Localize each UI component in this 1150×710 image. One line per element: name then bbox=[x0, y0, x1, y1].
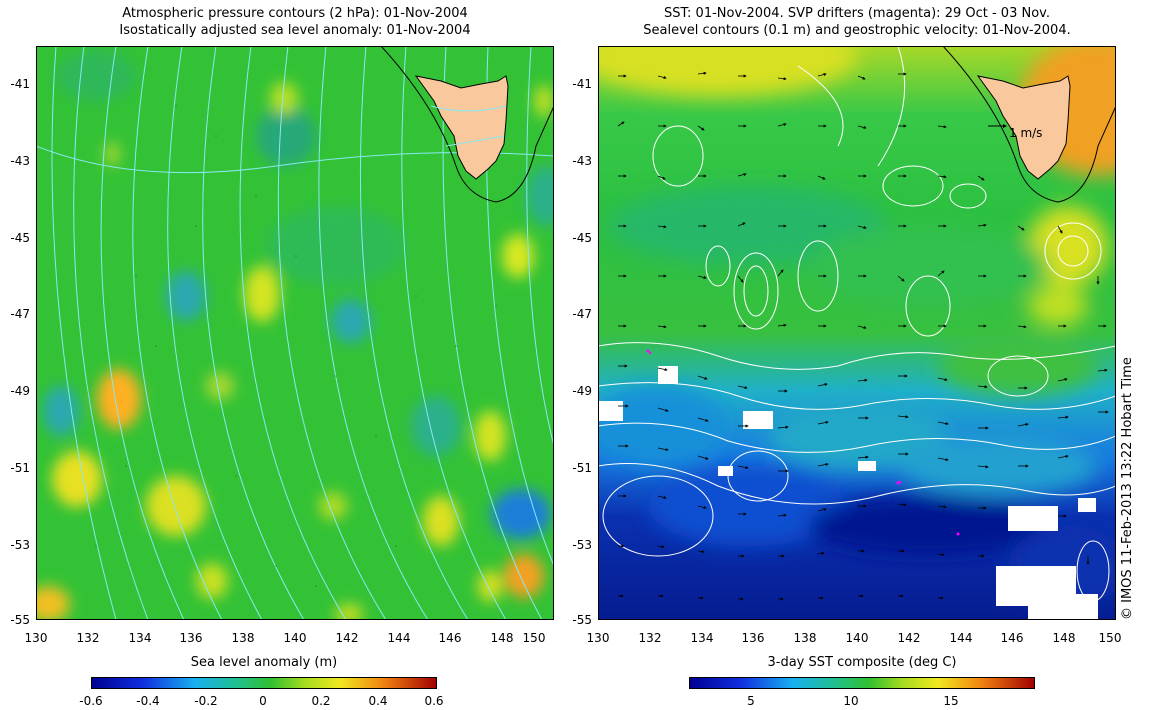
left-colorbar-tick: -0.2 bbox=[194, 694, 218, 708]
right-x-tick: 136 bbox=[741, 631, 765, 645]
right-y-tick: -45 bbox=[572, 231, 592, 245]
left-colorbar-tick: 0 bbox=[259, 694, 267, 708]
right-title-line-2: Sealevel contours (0.1 m) and geostrophi… bbox=[643, 23, 1071, 38]
left-y-tick: -55 bbox=[10, 613, 30, 627]
left-colorbar-tick: 0.2 bbox=[311, 694, 331, 708]
right-title-line-1: SST: 01-Nov-2004. SVP drifters (magenta)… bbox=[664, 6, 1050, 21]
left-y-tick: -49 bbox=[10, 384, 30, 398]
right-y-tick: -55 bbox=[572, 613, 592, 627]
right-x-tick: 146 bbox=[1000, 631, 1024, 645]
left-title-line-2: Isostatically adjusted sea level anomaly… bbox=[119, 23, 471, 38]
right-y-tick: -43 bbox=[572, 154, 592, 168]
sst-colorbar bbox=[689, 677, 1035, 689]
velocity-scale-label: 1 m/s bbox=[1009, 126, 1043, 140]
right-x-tick: 142 bbox=[897, 631, 921, 645]
right-colorbar-tick: 10 bbox=[843, 694, 859, 708]
right-colorbar-title: 3-day SST composite (deg C) bbox=[767, 655, 957, 670]
left-x-tick: 146 bbox=[438, 631, 462, 645]
right-x-tick: 150 bbox=[1098, 631, 1122, 645]
left-y-tick: -51 bbox=[10, 461, 30, 475]
left-colorbar-tick: -0.4 bbox=[136, 694, 160, 708]
left-y-tick: -47 bbox=[10, 307, 30, 321]
right-x-tick: 130 bbox=[586, 631, 610, 645]
right-y-tick: -49 bbox=[572, 384, 592, 398]
left-colorbar-tick: 0.6 bbox=[424, 694, 444, 708]
left-x-tick: 144 bbox=[387, 631, 411, 645]
left-y-tick: -41 bbox=[10, 77, 30, 91]
right-colorbar-tick: 15 bbox=[943, 694, 959, 708]
right-x-tick: 144 bbox=[949, 631, 973, 645]
left-y-tick: -53 bbox=[10, 538, 30, 552]
right-title: SST: 01-Nov-2004. SVP drifters (magenta)… bbox=[598, 5, 1116, 39]
left-y-tick: -45 bbox=[10, 231, 30, 245]
right-x-tick: 140 bbox=[845, 631, 869, 645]
sea-level-colorbar bbox=[91, 677, 437, 689]
left-x-tick: 132 bbox=[76, 631, 100, 645]
sst-map bbox=[598, 46, 1116, 620]
tasmania-land bbox=[414, 75, 509, 180]
right-x-tick: 132 bbox=[638, 631, 662, 645]
right-x-tick: 138 bbox=[793, 631, 817, 645]
left-x-tick: 140 bbox=[283, 631, 307, 645]
left-x-tick: 148 bbox=[490, 631, 514, 645]
left-colorbar-tick: 0.4 bbox=[368, 694, 388, 708]
left-x-tick: 150 bbox=[522, 631, 546, 645]
geostrophic-velocity-arrows bbox=[617, 71, 1109, 601]
right-x-tick: 134 bbox=[690, 631, 714, 645]
left-y-tick: -43 bbox=[10, 154, 30, 168]
left-x-tick: 130 bbox=[24, 631, 48, 645]
right-y-tick: -41 bbox=[572, 77, 592, 91]
right-y-tick: -53 bbox=[572, 538, 592, 552]
left-x-tick: 136 bbox=[179, 631, 203, 645]
left-colorbar-tick: -0.6 bbox=[79, 694, 103, 708]
left-title-line-1: Atmospheric pressure contours (2 hPa): 0… bbox=[122, 6, 468, 21]
tasmania-land bbox=[976, 75, 1071, 180]
imos-credit: © IMOS 11-Feb-2013 13:22 Hobart Time bbox=[1120, 357, 1135, 620]
right-colorbar-tick: 5 bbox=[747, 694, 755, 708]
left-x-tick: 138 bbox=[231, 631, 255, 645]
right-x-tick: 148 bbox=[1052, 631, 1076, 645]
left-colorbar-title: Sea level anomaly (m) bbox=[190, 655, 338, 670]
right-y-tick: -51 bbox=[572, 461, 592, 475]
right-y-tick: -47 bbox=[572, 307, 592, 321]
left-title: Atmospheric pressure contours (2 hPa): 0… bbox=[36, 5, 554, 39]
sea-level-anomaly-map bbox=[36, 46, 554, 620]
left-x-tick: 134 bbox=[128, 631, 152, 645]
left-x-tick: 142 bbox=[335, 631, 359, 645]
